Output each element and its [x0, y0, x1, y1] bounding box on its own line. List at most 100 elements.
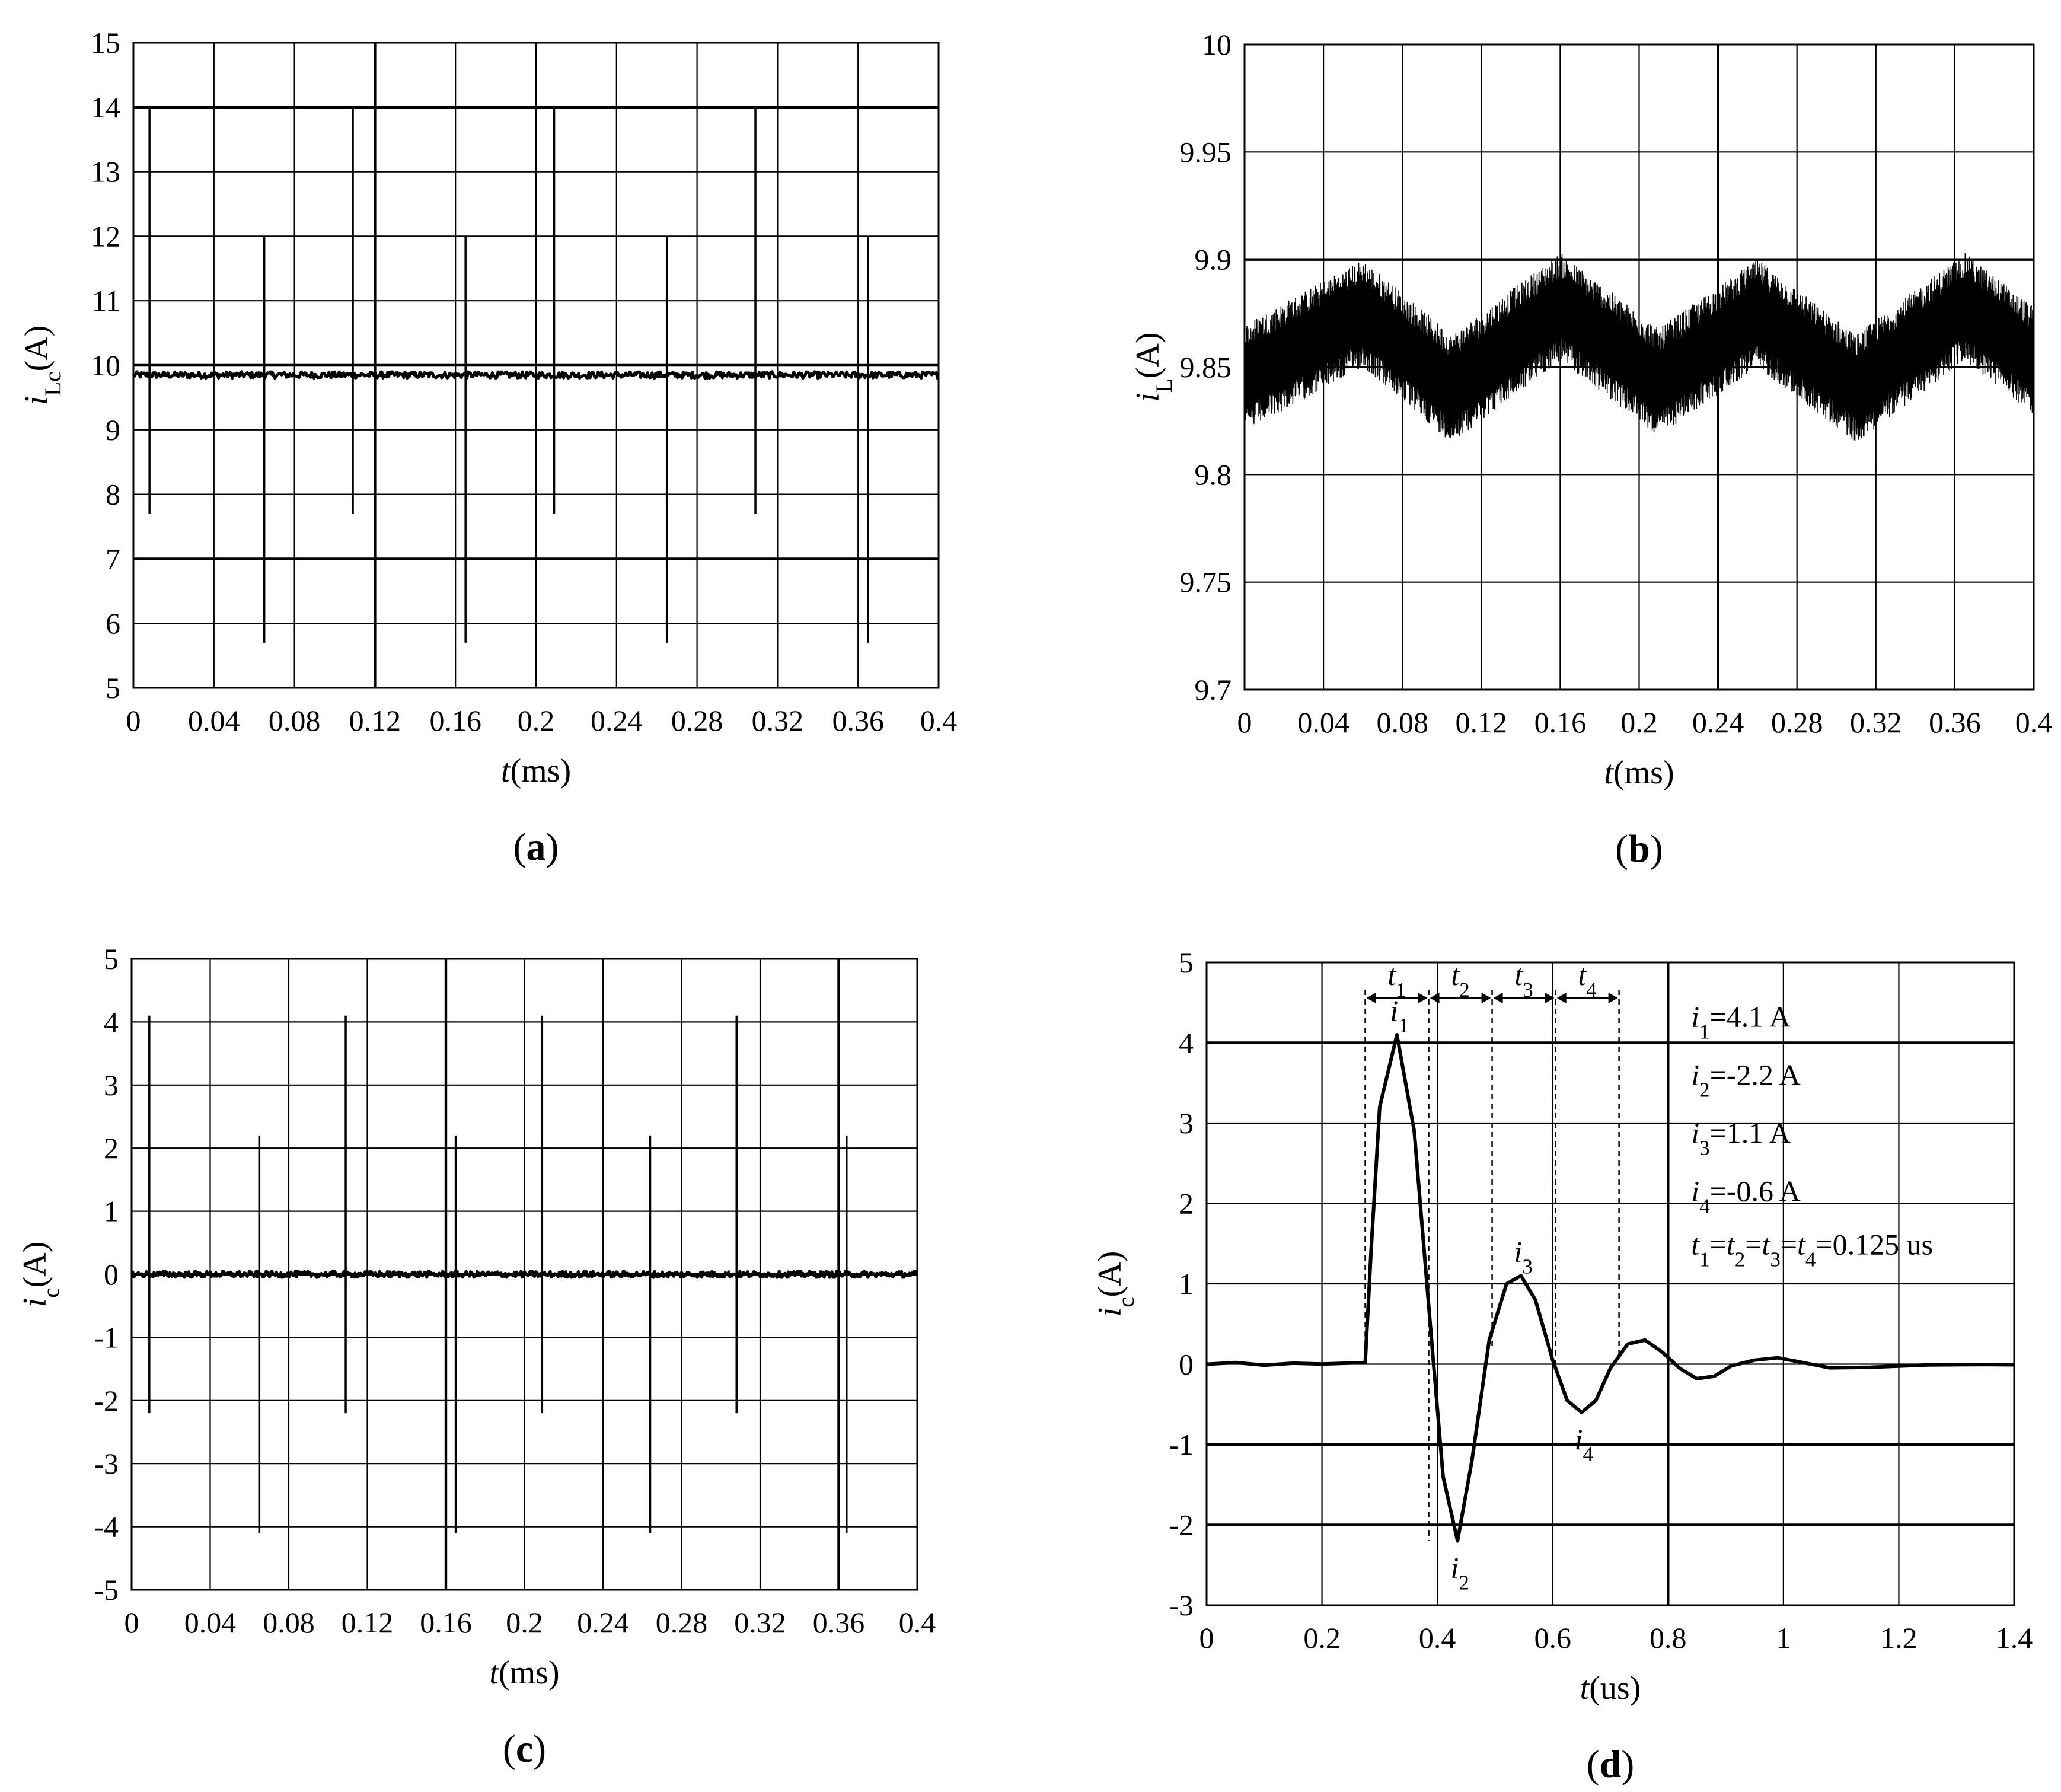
y-tick-label: 4 — [104, 1005, 119, 1038]
y-tick-label: 1 — [1179, 1267, 1194, 1300]
x-tick-label: 0.04 — [188, 704, 240, 737]
y-tick-label: -2 — [94, 1384, 119, 1417]
x-tick-label: 0.12 — [1456, 706, 1508, 739]
y-tick-label: 9.75 — [1180, 566, 1232, 599]
y-axis-label: iL(A) — [1130, 332, 1177, 401]
y-tick-label: 1 — [104, 1195, 119, 1228]
x-tick-label: 0.24 — [577, 1606, 629, 1639]
y-tick-label: -5 — [94, 1573, 119, 1606]
y-tick-label: 12 — [91, 219, 120, 253]
y-tick-label: 9.7 — [1195, 673, 1232, 706]
x-tick-label: 0.2 — [518, 704, 555, 737]
x-tick-label: 0.32 — [1850, 706, 1902, 739]
x-tick-label: 0.4 — [920, 704, 958, 737]
x-tick-label: 0.28 — [1771, 706, 1823, 739]
x-tick-label: 0.08 — [263, 1606, 315, 1639]
x-tick-label: 0.08 — [269, 704, 321, 737]
chart-panel-c: 0 0.04 0.08 0.12 0.16 0.2 0.24 0.28 0.32 0.36 0.4 -… — [17, 942, 936, 1771]
peak-label: i1 — [1390, 994, 1408, 1037]
series-line — [132, 370, 939, 380]
y-tick-label: 9.95 — [1180, 135, 1232, 168]
chart-panel-b: 0 0.04 0.08 0.12 0.16 0.2 0.24 0.28 0.32 0.36 0.4 9… — [1130, 28, 2052, 871]
panel-caption: (b) — [1615, 827, 1663, 871]
y-tick-label: 0 — [104, 1258, 119, 1291]
x-tick-label: 0.16 — [429, 704, 481, 737]
x-tick-label: 1 — [1776, 1621, 1791, 1654]
y-tick-label: 4 — [1179, 1026, 1194, 1060]
series-line — [130, 1270, 918, 1279]
panel-caption: (d) — [1587, 1743, 1635, 1786]
y-tick-label: -4 — [94, 1510, 119, 1544]
arrow-head — [1418, 993, 1428, 1003]
interval-label: t3 — [1514, 958, 1533, 1002]
peak-label: i3 — [1514, 1235, 1533, 1278]
peak-label: i2 — [1450, 1551, 1469, 1595]
plot-frame — [132, 42, 940, 689]
y-tick-label: -1 — [94, 1321, 119, 1354]
y-tick-label: 9.8 — [1195, 458, 1232, 491]
plot-frame — [130, 958, 918, 1591]
x-axis-label: t(ms) — [489, 1654, 559, 1691]
y-tick-label: 11 — [92, 284, 120, 317]
y-axis-label: ic(A) — [1092, 1251, 1139, 1317]
x-tick-label: 1.2 — [1880, 1621, 1918, 1654]
arrow-head — [1366, 993, 1376, 1003]
x-tick-label: 0.24 — [591, 704, 643, 737]
y-tick-label: 13 — [91, 155, 120, 189]
panel-caption: (c) — [503, 1727, 546, 1771]
y-tick-label: 3 — [1179, 1107, 1194, 1140]
y-tick-label: 14 — [91, 91, 120, 124]
value-annotation: i3=1.1 A — [1691, 1116, 1791, 1159]
value-annotation: i1=4.1 A — [1691, 1000, 1791, 1043]
x-tick-label: 0 — [126, 704, 141, 737]
x-tick-label: 0.32 — [752, 704, 804, 737]
x-tick-label: 1.4 — [1996, 1621, 2033, 1654]
chart-panel-d: 0 0.2 0.4 0.6 0.8 1 1.2 1.4 -3 -2 -1 0 1 2 3 4 5 t(us) ic(… — [1092, 946, 2033, 1786]
x-tick-label: 0.12 — [342, 1606, 394, 1639]
x-tick-label: 0.28 — [656, 1606, 708, 1639]
y-tick-label: -1 — [1169, 1428, 1194, 1461]
arrow-head — [1608, 993, 1618, 1003]
x-tick-label: 0.36 — [813, 1606, 865, 1639]
x-tick-label: 0.28 — [671, 704, 723, 737]
interval-label: t4 — [1578, 958, 1596, 1002]
x-axis-label: t(ms) — [1604, 754, 1674, 791]
arrow-head — [1545, 993, 1555, 1003]
interval-label: t2 — [1451, 958, 1469, 1002]
x-tick-label: 0 — [1237, 706, 1252, 739]
x-tick-label: 0.24 — [1692, 706, 1744, 739]
x-tick-label: 0.36 — [1929, 706, 1981, 739]
x-axis-label: t(ms) — [501, 752, 571, 789]
x-tick-label: 0.2 — [506, 1606, 543, 1639]
arrow-head — [1493, 993, 1503, 1003]
y-tick-label: 9 — [106, 413, 120, 447]
peak-label: i4 — [1575, 1423, 1593, 1466]
y-tick-label: 0 — [1179, 1348, 1194, 1381]
y-tick-label: 5 — [1179, 946, 1194, 979]
x-tick-label: 0.16 — [1534, 706, 1587, 739]
x-tick-label: 0 — [1199, 1621, 1214, 1654]
x-tick-label: 0.08 — [1376, 706, 1428, 739]
x-tick-label: 0.4 — [899, 1606, 936, 1639]
y-tick-label: -2 — [1169, 1509, 1194, 1542]
arrow-head — [1430, 993, 1440, 1003]
y-tick-label: 5 — [106, 671, 120, 704]
x-tick-label: 0.6 — [1534, 1621, 1571, 1654]
arrow-head — [1556, 993, 1567, 1003]
y-tick-label: -3 — [94, 1447, 119, 1480]
x-tick-label: 0 — [125, 1606, 139, 1639]
y-tick-label: -3 — [1169, 1589, 1194, 1622]
arrow-head — [1481, 993, 1491, 1003]
x-tick-label: 0.04 — [184, 1606, 237, 1639]
y-tick-label: 3 — [104, 1069, 119, 1102]
y-tick-label: 15 — [91, 26, 120, 59]
x-tick-label: 0.16 — [420, 1606, 472, 1639]
chart-panel-a: 0 0.04 0.08 0.12 0.16 0.2 0.24 0.28 0.32 0.36 0.4 5… — [18, 26, 957, 869]
y-tick-label: 8 — [106, 478, 120, 511]
interval-label: t1 — [1387, 958, 1406, 1002]
x-tick-label: 0.2 — [1303, 1621, 1341, 1654]
y-tick-label: 7 — [106, 542, 120, 575]
y-tick-label: 9.85 — [1180, 350, 1232, 384]
panel-caption: (a) — [513, 825, 559, 869]
x-tick-label: 0.04 — [1297, 706, 1349, 739]
